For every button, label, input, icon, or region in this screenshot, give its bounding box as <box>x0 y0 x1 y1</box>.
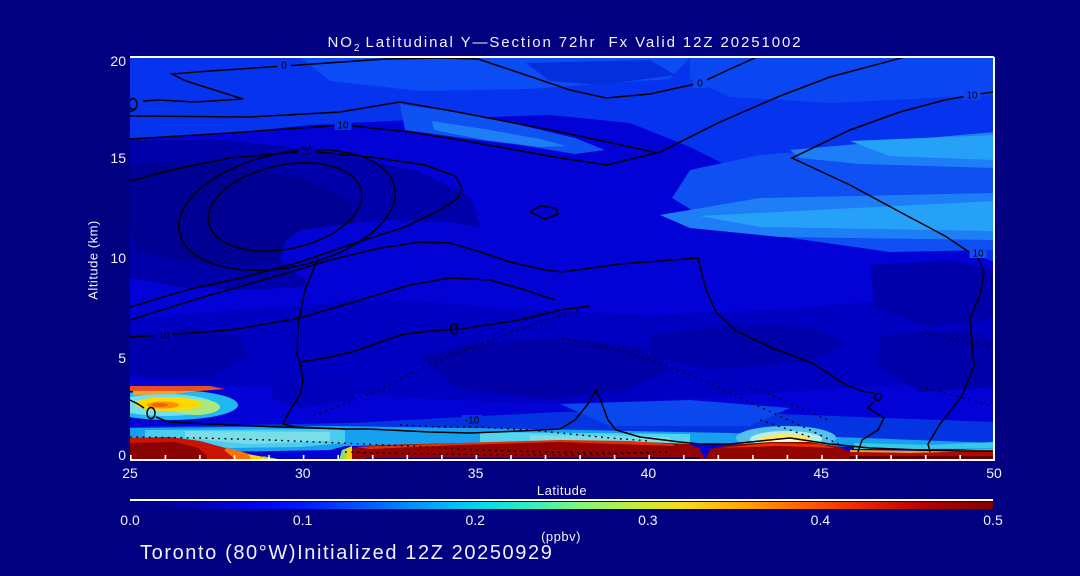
svg-text:-10: -10 <box>465 416 480 427</box>
svg-text:10: 10 <box>972 249 984 260</box>
svg-text:10: 10 <box>966 91 978 102</box>
svg-text:10: 10 <box>158 331 170 342</box>
svg-text:20: 20 <box>301 147 313 158</box>
svg-text:10: 10 <box>337 121 349 132</box>
svg-text:0: 0 <box>281 61 287 72</box>
svg-text:0: 0 <box>697 79 703 90</box>
